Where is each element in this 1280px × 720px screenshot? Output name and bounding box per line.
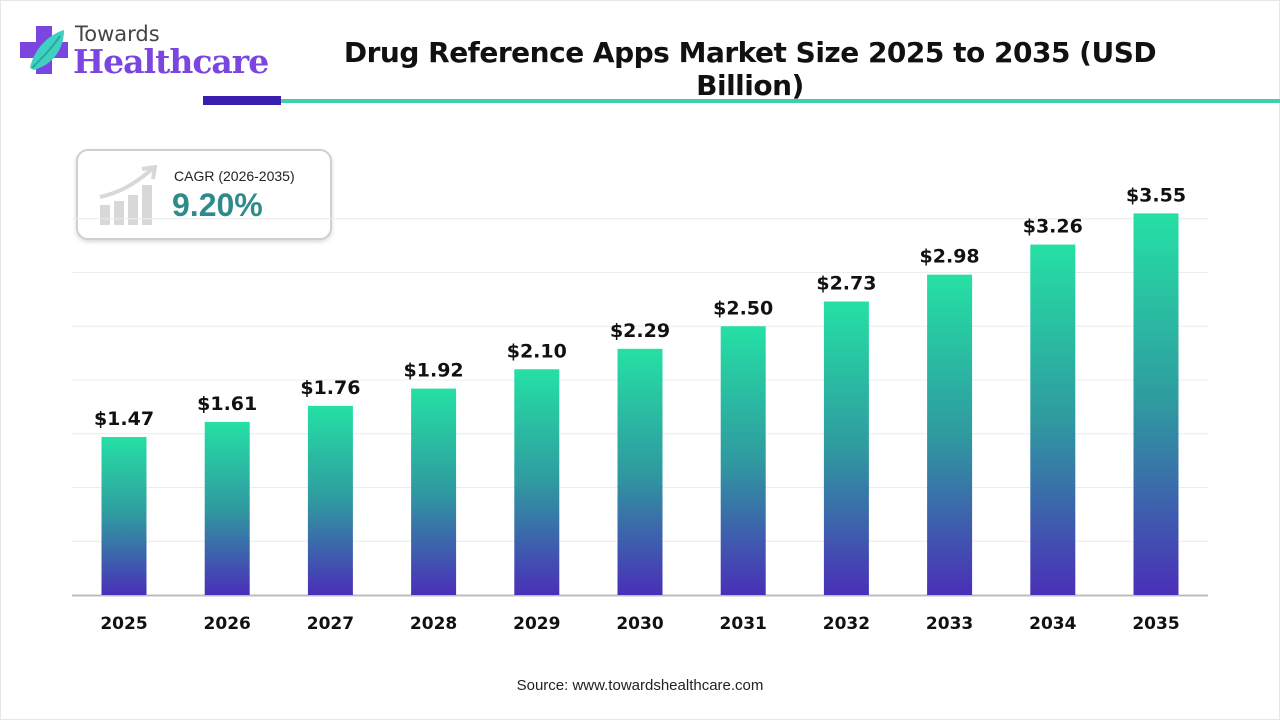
x-tick-label: 2028 — [410, 614, 457, 634]
title-underline-accent — [203, 96, 281, 105]
x-tick-label: 2025 — [100, 614, 147, 634]
bar-2028 — [411, 388, 457, 595]
bar-2030 — [617, 348, 663, 595]
data-label: $1.47 — [94, 408, 154, 430]
bar-2031 — [720, 326, 766, 595]
bar-2033 — [927, 274, 973, 595]
x-tick-label: 2029 — [513, 614, 560, 634]
bar-2025 — [101, 436, 147, 595]
data-label: $2.50 — [713, 297, 773, 319]
bar-2034 — [1030, 244, 1076, 596]
cagr-label: CAGR (2026-2035) — [174, 168, 295, 184]
x-tick-label: 2030 — [616, 614, 663, 634]
x-tick-label: 2034 — [1029, 614, 1076, 634]
cagr-value: 9.20% — [172, 187, 263, 223]
chart-title: Drug Reference Apps Market Size 2025 to … — [343, 36, 1157, 102]
logo-text-healthcare: Healthcare — [73, 42, 269, 81]
data-label: $3.26 — [1023, 216, 1083, 238]
x-tick-label: 2032 — [823, 614, 870, 634]
bar-2027 — [307, 405, 353, 595]
data-label: $3.55 — [1126, 184, 1186, 206]
logo: Towards Healthcare — [20, 22, 269, 82]
data-label: $2.98 — [920, 246, 980, 268]
data-label: $1.61 — [197, 393, 257, 415]
x-tick-label: 2027 — [307, 614, 354, 634]
cagr-box: CAGR (2026-2035) 9.20% — [76, 149, 332, 240]
x-tick-label: 2031 — [720, 614, 767, 634]
bar-2029 — [514, 369, 560, 595]
logo-text-towards: Towards — [75, 22, 160, 46]
medical-cross-leaf-icon — [20, 26, 68, 74]
x-tick-label: 2026 — [204, 614, 251, 634]
bar-2035 — [1133, 213, 1179, 595]
x-tick-label: 2033 — [926, 614, 973, 634]
bar-2026 — [204, 421, 250, 595]
bar-2032 — [823, 301, 869, 595]
data-label: $2.29 — [610, 320, 670, 342]
source-note: Source: www.towardshealthcare.com — [516, 677, 764, 694]
data-label: $1.76 — [300, 377, 360, 399]
x-tick-label: 2035 — [1132, 614, 1179, 634]
data-label: $2.10 — [507, 340, 567, 362]
growth-chart-icon — [99, 165, 158, 225]
title-underline — [281, 99, 1280, 103]
data-label: $1.92 — [404, 360, 464, 382]
data-label: $2.73 — [816, 273, 876, 295]
